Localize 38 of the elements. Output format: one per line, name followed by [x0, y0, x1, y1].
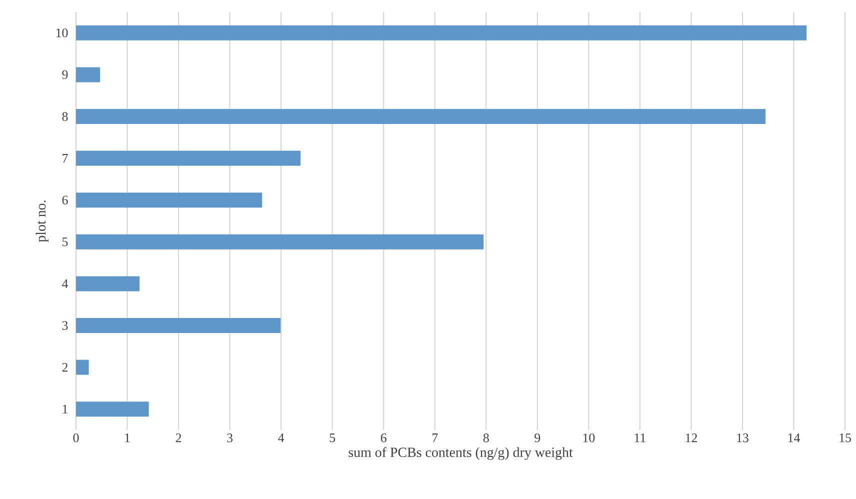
y-tick-label: 2: [62, 363, 68, 372]
bar: [76, 192, 262, 208]
x-tick-label: 5: [330, 434, 336, 442]
bar: [76, 108, 766, 124]
y-tick-label: 6: [62, 196, 68, 204]
bar: [76, 276, 140, 292]
x-axis-title: sum of PCBs contents (ng/g) dry weight: [348, 447, 573, 460]
y-axis-title: plot no.: [36, 200, 48, 242]
bar: [76, 402, 149, 417]
x-tick-label: 8: [483, 434, 489, 442]
x-tick-label: 10: [583, 434, 595, 442]
bar: [76, 25, 807, 40]
x-tick-label: 6: [380, 434, 386, 442]
x-tick-label: 1: [125, 434, 130, 442]
bar: [76, 150, 301, 166]
x-tick-label: 2: [176, 434, 182, 442]
x-tick-label: 3: [227, 434, 233, 442]
bar: [76, 318, 281, 333]
y-tick-label: 1: [62, 404, 68, 414]
y-tick-label: 4: [62, 279, 68, 288]
x-tick-label: 0: [73, 434, 79, 442]
x-tick-label: 4: [278, 434, 284, 442]
x-tick-label: 7: [432, 434, 438, 442]
y-tick-label: 7: [62, 154, 68, 163]
y-tick-label: 8: [62, 112, 68, 121]
x-tick-label: 15: [840, 434, 851, 442]
x-tick-label: 9: [534, 434, 540, 442]
y-tick-label: 3: [62, 321, 68, 330]
x-tick-label: 13: [737, 434, 748, 442]
bar: [76, 67, 100, 82]
x-tick-label: 12: [686, 434, 697, 442]
y-tick-label: 9: [62, 70, 68, 80]
bar: [76, 360, 89, 375]
bar: [76, 234, 484, 250]
x-tick-label: 11: [634, 434, 646, 442]
x-tick-label: 14: [788, 434, 800, 442]
y-tick-label: 5: [62, 238, 68, 246]
y-tick-label: 10: [56, 28, 68, 38]
